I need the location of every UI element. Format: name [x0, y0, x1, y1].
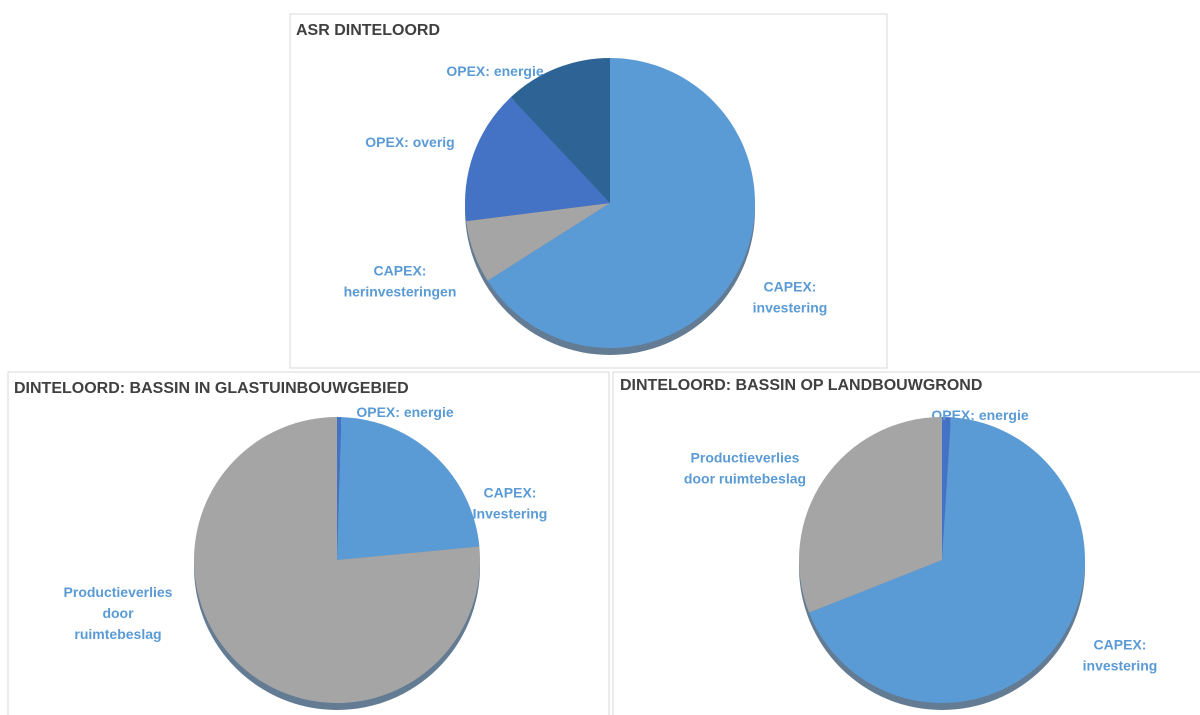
pie-slice: [942, 417, 951, 560]
pie-slice: [465, 97, 610, 222]
pie-slice: [337, 417, 342, 560]
slice-label: Productieverlies door ruimtebeslag: [64, 584, 173, 642]
pie-slice: [809, 417, 1085, 703]
pie-slice: [466, 203, 610, 281]
slice-label: OPEX: energie: [356, 404, 453, 420]
chart-title: ASR DINTELOORD: [296, 22, 440, 39]
slice-label: OPEX: overig: [365, 134, 454, 150]
pie-slice: [194, 417, 481, 703]
slice-label: CAPEX: investering: [1083, 636, 1158, 673]
slice-label: Productieverlies door ruimtebeslag: [684, 449, 806, 486]
pie-slice: [510, 58, 610, 203]
pie-slice: [487, 58, 755, 349]
slice-label: CAPEX: herinvesteringen: [344, 262, 457, 299]
slice-label: CAPEX: Investering: [473, 484, 548, 521]
chart-title: DINTELOORD: BASSIN IN GLASTUINBOUWGEBIED: [14, 380, 409, 397]
slice-label: OPEX: energie: [931, 407, 1028, 423]
pie-slice: [799, 417, 942, 613]
chart-title: DINTELOORD: BASSIN OP LANDBOUWGROND: [620, 377, 982, 394]
pie-slice: [337, 417, 480, 560]
slice-label: CAPEX: investering: [753, 278, 828, 315]
slice-label: OPEX: energie: [446, 63, 543, 79]
